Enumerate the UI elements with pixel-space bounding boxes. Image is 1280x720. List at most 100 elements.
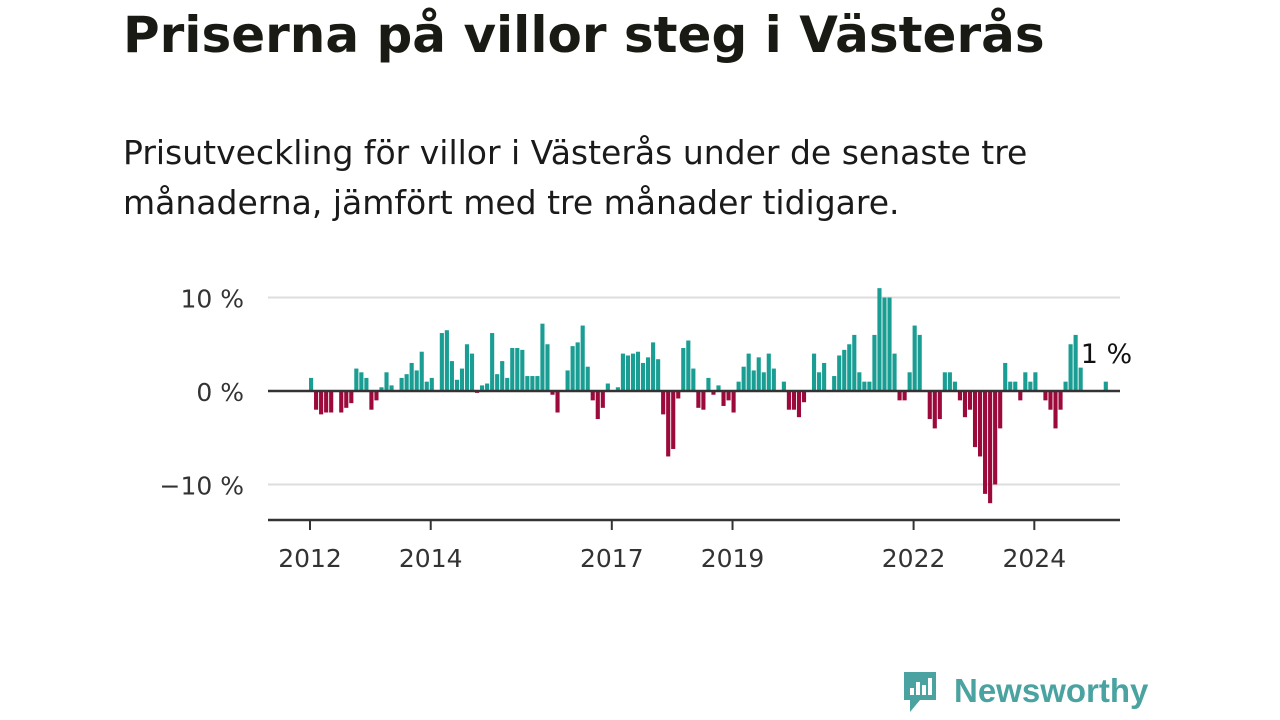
bar bbox=[555, 391, 560, 413]
bar bbox=[1028, 381, 1033, 391]
bar bbox=[817, 372, 822, 391]
bar bbox=[530, 376, 535, 391]
bar bbox=[469, 353, 475, 391]
bar bbox=[595, 391, 600, 420]
bar bbox=[490, 333, 495, 391]
bar bbox=[535, 376, 540, 391]
bar bbox=[917, 334, 922, 391]
bar bbox=[967, 391, 973, 410]
bar bbox=[646, 357, 651, 391]
bar bbox=[1018, 391, 1023, 401]
bar bbox=[656, 359, 661, 391]
bar bbox=[1103, 381, 1108, 391]
bar bbox=[691, 368, 696, 391]
bar bbox=[540, 323, 545, 391]
bar bbox=[364, 377, 369, 391]
bar bbox=[822, 362, 827, 391]
chart-title: Priserna på villor steg i Västerås bbox=[123, 6, 1045, 64]
bar bbox=[932, 391, 937, 429]
bar bbox=[746, 353, 751, 391]
newsworthy-icon bbox=[904, 672, 936, 712]
bar bbox=[454, 379, 459, 391]
bar bbox=[1048, 391, 1053, 410]
bar bbox=[736, 381, 741, 391]
bar bbox=[988, 391, 993, 504]
bar bbox=[575, 342, 580, 391]
bar bbox=[937, 391, 942, 420]
y-tick-label: 10 % bbox=[180, 285, 244, 314]
bar bbox=[862, 381, 867, 391]
bar bbox=[404, 374, 409, 391]
bar bbox=[600, 391, 605, 408]
bar bbox=[952, 381, 957, 391]
bar bbox=[676, 391, 681, 399]
bar bbox=[907, 372, 912, 391]
bar bbox=[786, 391, 791, 410]
bar bbox=[731, 391, 736, 413]
bar bbox=[505, 377, 510, 391]
bar bbox=[324, 391, 329, 413]
bar bbox=[751, 370, 756, 391]
bar bbox=[741, 366, 746, 391]
bar bbox=[359, 372, 364, 391]
bar bbox=[389, 385, 394, 391]
bar bbox=[309, 377, 314, 391]
bar bbox=[329, 391, 334, 413]
bar bbox=[424, 381, 429, 391]
bar bbox=[972, 391, 978, 448]
bar bbox=[791, 391, 797, 410]
bar bbox=[459, 368, 465, 391]
bar bbox=[515, 347, 520, 391]
bar bbox=[414, 370, 419, 391]
bar bbox=[1058, 391, 1063, 410]
bar bbox=[495, 374, 500, 391]
bar bbox=[1003, 362, 1008, 391]
brand-name: Newsworthy bbox=[954, 672, 1149, 709]
bar bbox=[977, 391, 983, 457]
newsworthy-logo: Newsworthy bbox=[900, 666, 1148, 716]
bar bbox=[1063, 381, 1068, 391]
bar bbox=[927, 391, 932, 420]
bar bbox=[726, 391, 731, 401]
bar bbox=[354, 368, 359, 391]
bar bbox=[319, 391, 324, 415]
bar bbox=[872, 334, 877, 391]
bar bbox=[580, 325, 585, 391]
bar bbox=[444, 330, 449, 391]
bar bbox=[681, 347, 686, 391]
bar bbox=[1078, 367, 1083, 391]
bar bbox=[635, 351, 641, 391]
last-value-label: 1 % bbox=[1081, 339, 1132, 370]
bar bbox=[671, 391, 676, 449]
bar bbox=[998, 391, 1003, 429]
bar bbox=[1008, 381, 1013, 391]
bar bbox=[439, 333, 444, 391]
bar bbox=[480, 385, 485, 391]
bar bbox=[832, 376, 837, 391]
bar bbox=[661, 391, 666, 415]
bar bbox=[419, 351, 424, 391]
bar bbox=[605, 383, 610, 391]
bar bbox=[464, 344, 470, 391]
bar bbox=[686, 340, 691, 391]
x-tick-label: 2014 bbox=[399, 544, 463, 573]
bar bbox=[847, 344, 852, 391]
chart-subtitle: Prisutveckling för villor i Västerås und… bbox=[123, 133, 1028, 222]
bar bbox=[761, 372, 766, 391]
bar bbox=[842, 349, 847, 391]
bar bbox=[993, 391, 998, 485]
bar bbox=[384, 372, 389, 391]
bar bbox=[666, 391, 671, 457]
bar bbox=[957, 391, 962, 401]
bar bbox=[520, 349, 525, 391]
bar bbox=[701, 391, 706, 410]
bar bbox=[485, 383, 490, 391]
bar bbox=[1043, 391, 1048, 401]
bar bbox=[625, 355, 631, 391]
bar bbox=[630, 353, 636, 391]
bar bbox=[902, 391, 907, 401]
bar bbox=[771, 368, 776, 391]
bar bbox=[947, 372, 952, 391]
x-tick-label: 2024 bbox=[1003, 544, 1067, 573]
